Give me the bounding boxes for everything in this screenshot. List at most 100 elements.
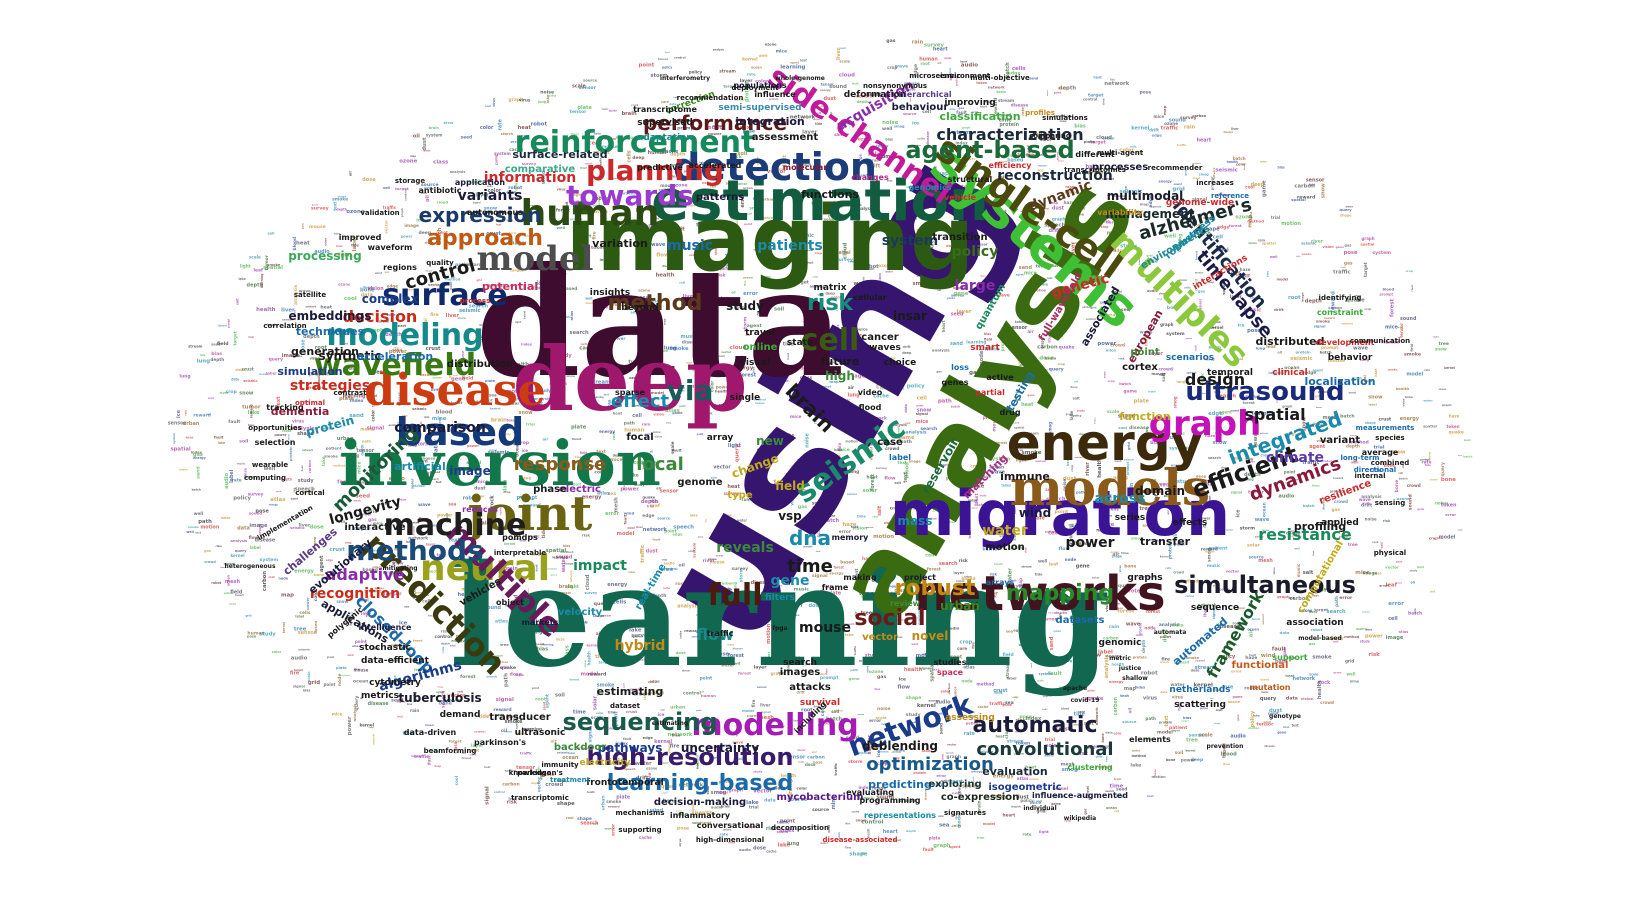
filler-word: deep — [419, 230, 432, 236]
filler-word: blood — [1075, 540, 1083, 544]
filler-word: dose — [509, 672, 521, 678]
word-surface-related: surface-related — [512, 148, 607, 161]
filler-word: ice — [1235, 509, 1241, 518]
filler-word: noise — [1365, 516, 1377, 521]
filler-word: risk — [1118, 357, 1125, 361]
filler-word: air — [360, 697, 364, 700]
word-applied: applied — [1321, 518, 1359, 528]
filler-word: mice — [1385, 324, 1398, 330]
filler-word: noise — [877, 706, 891, 712]
filler-word: game — [540, 773, 554, 778]
filler-word: node — [1143, 334, 1149, 346]
filler-word: sand — [1231, 408, 1239, 412]
filler-word: solar — [593, 695, 599, 709]
word-genome: genome — [677, 477, 722, 488]
filler-word: signal — [1231, 491, 1242, 495]
filler-word: soil — [831, 709, 840, 714]
filler-word: time — [857, 515, 867, 519]
filler-word: energy — [1159, 180, 1173, 184]
filler-word: risk — [1369, 652, 1381, 658]
filler-word: urban — [227, 574, 231, 586]
filler-word: noise — [1435, 501, 1447, 506]
filler-word: kernel — [1131, 125, 1149, 131]
word-filters: filters — [765, 593, 795, 603]
word-patterns: patterns — [696, 192, 744, 203]
filler-word: robot — [593, 150, 610, 156]
filler-word: analysis — [677, 604, 699, 610]
filler-word: wave — [755, 157, 759, 166]
word-reveals: reveals — [716, 540, 774, 556]
filler-word: rate — [1424, 368, 1430, 372]
filler-word: network — [668, 732, 693, 738]
filler-word: robot — [814, 413, 818, 424]
filler-word: water — [1423, 399, 1433, 403]
filler-word: fire — [430, 312, 439, 318]
filler-word: noise — [882, 120, 899, 126]
filler-word: rate — [184, 410, 188, 416]
filler-word: label — [523, 311, 527, 319]
filler-word: study — [1048, 331, 1052, 343]
filler-word: cells — [824, 395, 832, 399]
filler-word: health — [587, 791, 596, 794]
filler-word: vector — [520, 526, 535, 531]
word-deployment: deployment — [732, 84, 780, 92]
filler-word: tide — [869, 746, 878, 751]
filler-word: bone — [1124, 563, 1136, 569]
filler-word: well — [1430, 591, 1435, 594]
filler-word: oil — [679, 563, 686, 569]
filler-word: haze — [1449, 413, 1460, 418]
word-acceleration: acceleration — [357, 350, 433, 363]
filler-word: music — [1244, 308, 1261, 314]
filler-word: gas — [969, 157, 975, 161]
word-mutation: mutation — [1249, 683, 1290, 692]
filler-word: audio — [224, 472, 230, 488]
filler-word: cell — [944, 715, 950, 719]
filler-word: crowd — [1334, 499, 1348, 504]
filler-word: reward — [1324, 316, 1335, 320]
word-selection: selection — [255, 438, 296, 447]
filler-word: tree — [728, 841, 735, 845]
filler-word: token — [734, 97, 746, 101]
word-field: field — [775, 479, 805, 493]
filler-word: root — [894, 369, 902, 373]
filler-word: scale — [670, 441, 676, 453]
filler-word: well — [383, 186, 390, 190]
filler-word: soil — [897, 502, 906, 508]
filler-word: music — [1207, 563, 1221, 568]
filler-word: traffic — [624, 782, 634, 786]
filler-word: system — [510, 283, 520, 287]
word-traffic: traffic — [707, 629, 734, 638]
filler-word: fire — [1161, 657, 1170, 663]
filler-word: heat — [1093, 76, 1102, 80]
filler-word: scale — [839, 58, 850, 63]
filler-word: vector — [403, 288, 414, 292]
filler-word: water — [1132, 749, 1141, 753]
filler-word: sensor — [1261, 613, 1265, 624]
filler-word: mice — [1106, 348, 1117, 353]
filler-word: tensor — [793, 718, 803, 722]
word-comparing: comparing — [1029, 132, 1071, 140]
filler-word: liver — [930, 516, 937, 520]
filler-word: graph — [933, 843, 950, 849]
filler-word: brain — [1045, 356, 1057, 361]
filler-word: ice — [462, 751, 466, 755]
main-words: usingdatalearninganalysisimagingdeepinve… — [224, 59, 1414, 844]
filler-word: mesh — [867, 828, 871, 839]
filler-word: speech — [1151, 204, 1161, 208]
filler-word: model — [957, 812, 963, 828]
filler-word: wind — [1263, 720, 1270, 724]
filler-word: sensor — [168, 421, 187, 427]
filler-word: depth — [303, 334, 320, 340]
filler-word: urban — [798, 263, 803, 276]
filler-word: graph — [1361, 236, 1374, 241]
filler-word: prompt — [700, 820, 712, 824]
filler-word: brain — [504, 566, 519, 572]
filler-word: reward — [1333, 476, 1343, 480]
filler-word: health — [695, 810, 713, 816]
filler-word: speech — [1044, 222, 1065, 228]
filler-word: urban — [743, 186, 753, 190]
filler-word: source — [1194, 230, 1210, 236]
filler-word: gene — [516, 731, 527, 735]
filler-word: flow — [884, 476, 896, 482]
filler-word: smog — [711, 790, 727, 796]
